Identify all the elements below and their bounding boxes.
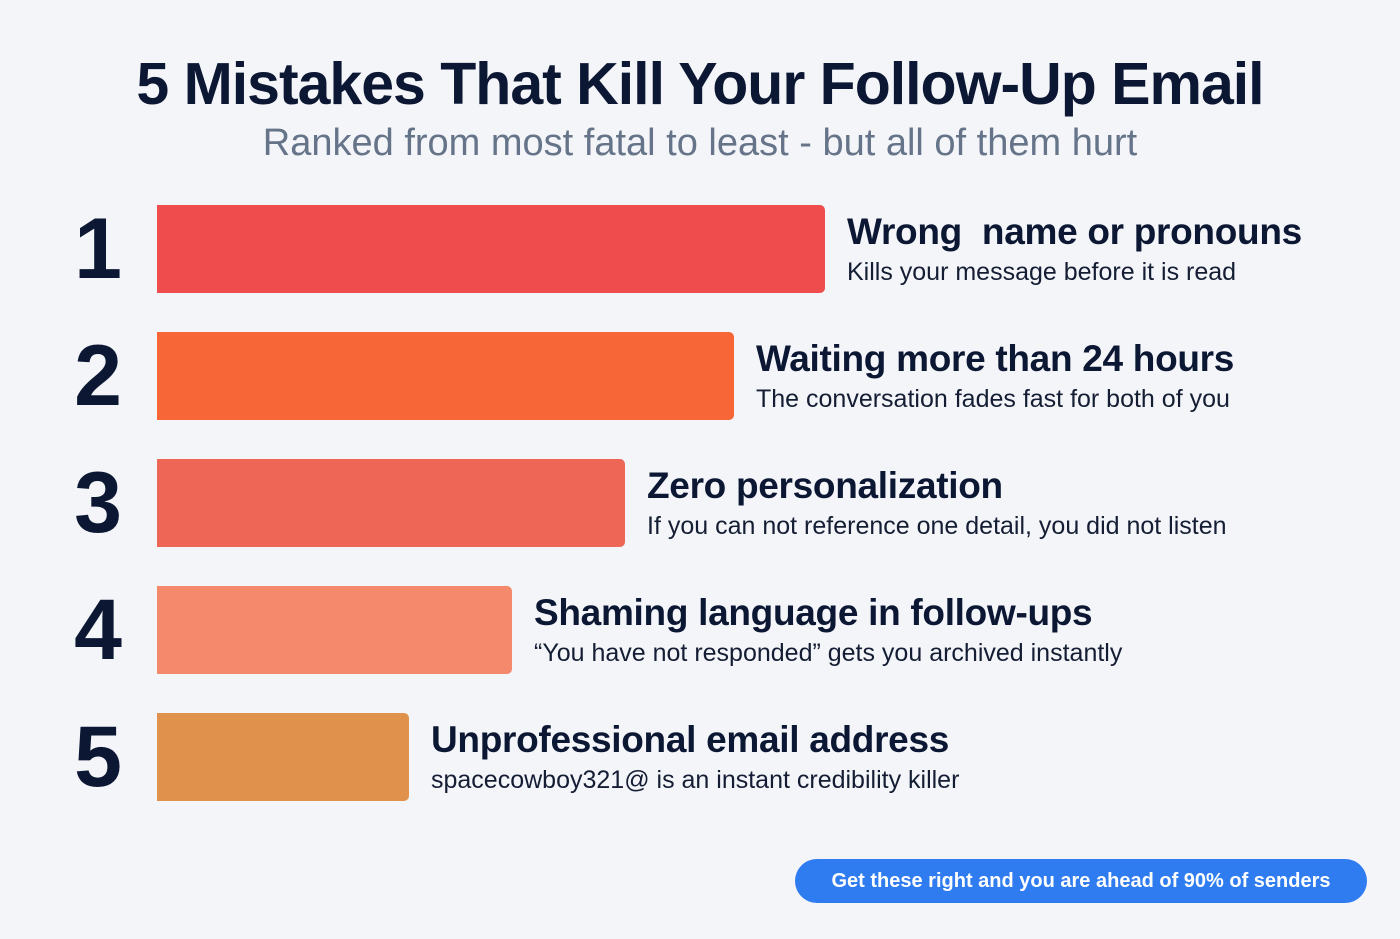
mistake-title: Waiting more than 24 hours [756, 338, 1235, 379]
mistake-description: The conversation fades fast for both of … [756, 385, 1230, 413]
mistake-description: If you can not reference one detail, you… [647, 512, 1227, 540]
severity-bar [157, 459, 625, 547]
page-subtitle: Ranked from most fatal to least - but al… [262, 122, 1138, 164]
mistake-row-5: 5 Unprofessional email address spacecowb… [0, 713, 1400, 801]
mistake-title: Shaming language in follow-ups [534, 592, 1093, 633]
mistake-row-3: 3 Zero personalization If you can not re… [0, 459, 1400, 547]
mistake-row-1: 1 Wrong name or pronouns Kills your mess… [0, 205, 1400, 293]
mistake-description: “You have not responded” gets you archiv… [534, 639, 1123, 667]
page-title: 5 Mistakes That Kill Your Follow-Up Emai… [136, 51, 1264, 117]
rank-number: 1 [74, 201, 122, 297]
mistake-description: Kills your message before it is read [847, 258, 1237, 286]
mistake-label: Zero personalization If you can not refe… [647, 463, 1227, 543]
severity-bar [157, 586, 512, 674]
mistake-row-2: 2 Waiting more than 24 hours The convers… [0, 332, 1400, 420]
mistake-label: Unprofessional email address spacecowboy… [431, 717, 959, 797]
mistake-title: Wrong name or pronouns [847, 211, 1302, 252]
mistake-title: Zero personalization [647, 465, 1003, 506]
severity-bar [157, 332, 734, 420]
mistake-label: Shaming language in follow-ups “You have… [534, 590, 1122, 670]
cta-pill-button[interactable]: Get these right and you are ahead of 90%… [795, 859, 1367, 903]
rank-number: 5 [74, 709, 122, 805]
rank-number: 4 [74, 582, 122, 678]
rank-number: 3 [74, 455, 122, 551]
mistake-label: Wrong name or pronouns Kills your messag… [847, 209, 1302, 289]
severity-bar [157, 205, 825, 293]
mistake-title: Unprofessional email address [431, 719, 950, 760]
mistake-label: Waiting more than 24 hours The conversat… [756, 336, 1234, 416]
mistake-description: spacecowboy321@ is an instant credibilit… [431, 766, 960, 794]
severity-bar [157, 713, 409, 801]
rank-number: 2 [74, 328, 122, 424]
mistake-row-4: 4 Shaming language in follow-ups “You ha… [0, 586, 1400, 674]
